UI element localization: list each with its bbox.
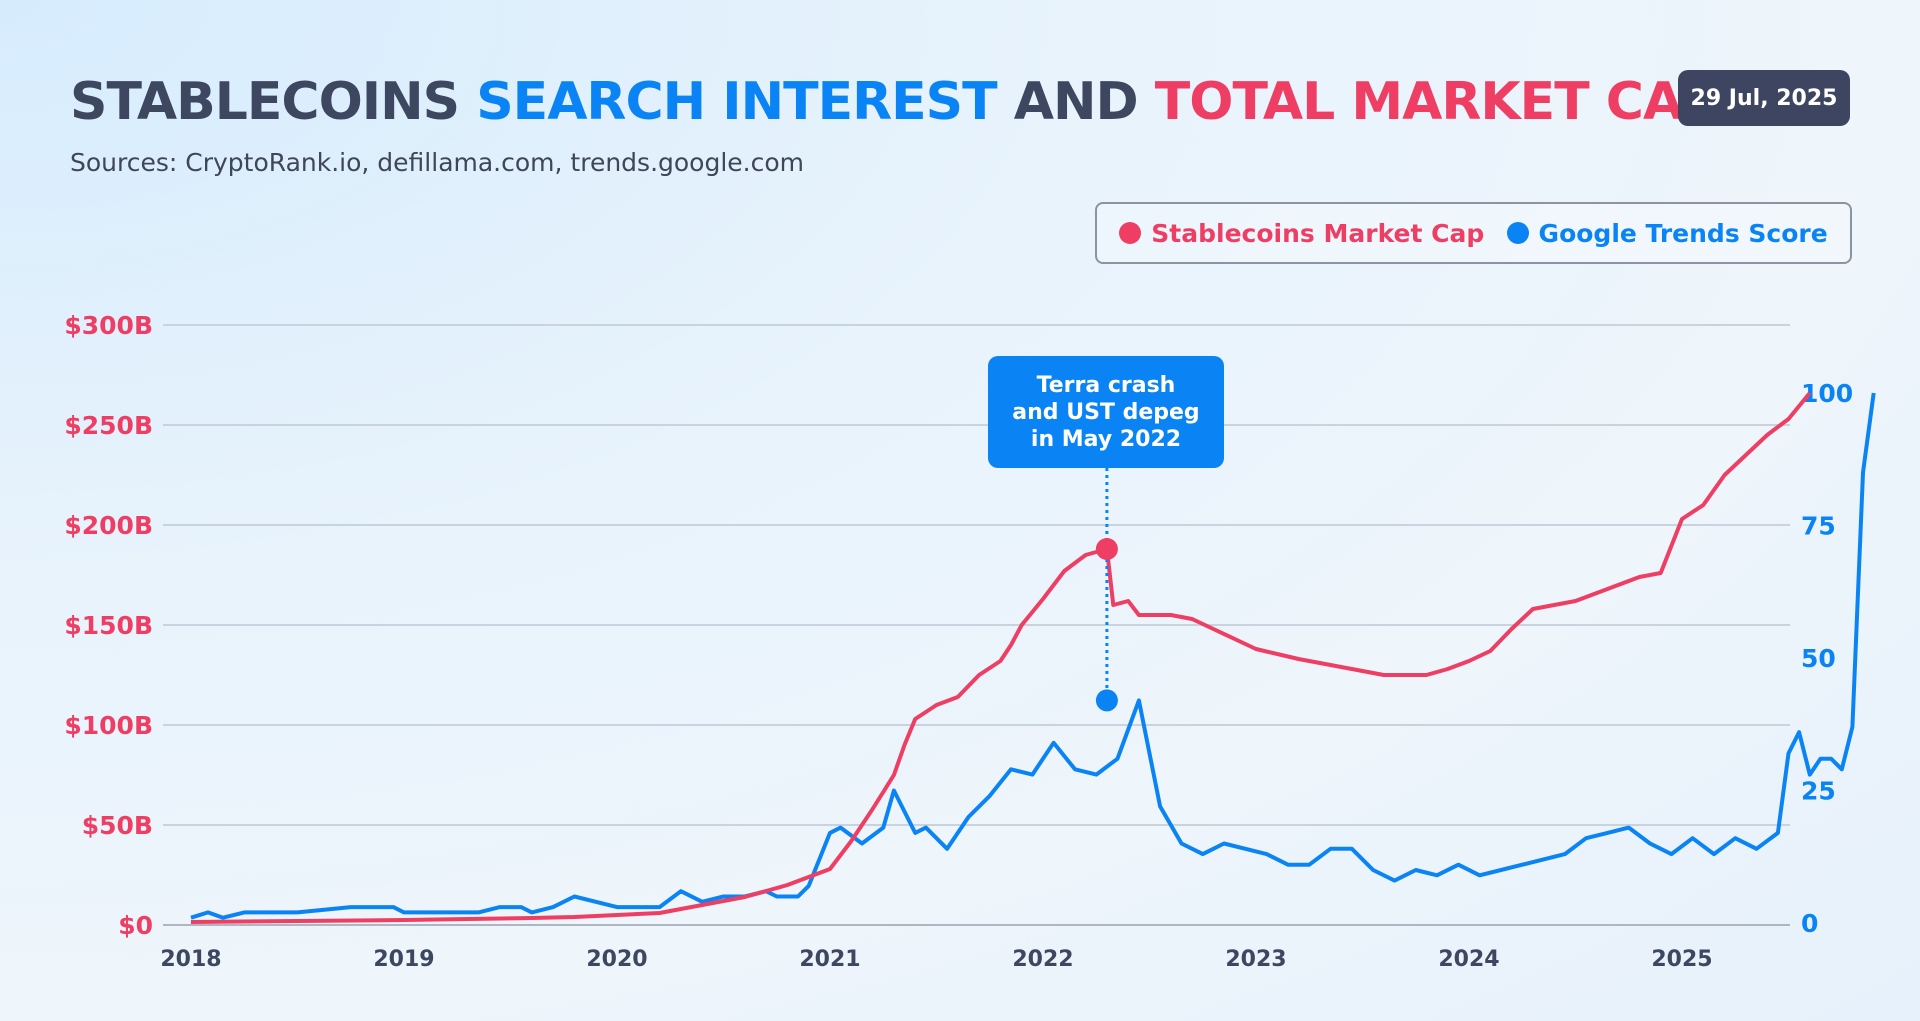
x-tick-label: 2019 [373, 947, 434, 972]
annotation-terra-crash: Terra crash and UST depeg in May 2022 [988, 356, 1224, 468]
y-left-tick-label: $50B [82, 811, 153, 840]
y-left-tick-label: $0 [118, 911, 153, 940]
series-line-market-cap [190, 391, 1812, 924]
title-part-market-cap: TOTAL MARKET CAP [1154, 72, 1721, 132]
y-right-tick-label: 25 [1801, 777, 1836, 806]
y-left-tick-label: $100B [64, 711, 153, 740]
legend-item-market-cap: Stablecoins Market Cap [1119, 219, 1484, 248]
series-line-google-trends [190, 392, 1876, 920]
annotation-marker-trends [1095, 689, 1118, 712]
legend-label-market-cap: Stablecoins Market Cap [1151, 218, 1485, 248]
x-tick-label: 2023 [1225, 947, 1286, 972]
y-left-tick-label: $250B [64, 411, 153, 440]
legend-dot-trends [1506, 222, 1529, 244]
legend-label-trends: Google Trends Score [1538, 218, 1828, 248]
legend-item-trends: Google Trends Score [1506, 218, 1828, 248]
y-right-tick-label: 75 [1801, 512, 1836, 541]
title-part-stablecoins: STABLECOINS [70, 72, 460, 132]
chart-title: STABLECOINS SEARCH INTEREST AND TOTAL MA… [70, 72, 1721, 132]
title-part-and: AND [1013, 72, 1139, 132]
sources-subtitle: Sources: CryptoRank.io, defillama.com, t… [70, 148, 805, 177]
y-right-tick-label: 50 [1801, 644, 1836, 673]
y-left-tick-label: $300B [64, 311, 153, 340]
y-left-tick-label: $150B [64, 611, 153, 640]
chart-legend: Stablecoins Market Cap Google Trends Sco… [1095, 202, 1852, 264]
y-left-tick-label: $200B [64, 511, 153, 540]
x-tick-label: 2018 [160, 947, 221, 972]
annotation-marker-market-cap [1095, 538, 1118, 560]
y-right-tick-label: 0 [1801, 909, 1818, 938]
x-tick-label: 2022 [1012, 947, 1073, 972]
date-badge: 29 Jul, 2025 [1678, 70, 1850, 126]
x-tick-label: 2021 [799, 947, 860, 972]
x-tick-label: 2025 [1651, 947, 1712, 972]
x-tick-label: 2024 [1438, 947, 1499, 972]
legend-dot-market-cap [1119, 222, 1142, 244]
x-tick-label: 2020 [586, 947, 647, 972]
title-part-search-interest: SEARCH INTEREST [476, 72, 997, 132]
